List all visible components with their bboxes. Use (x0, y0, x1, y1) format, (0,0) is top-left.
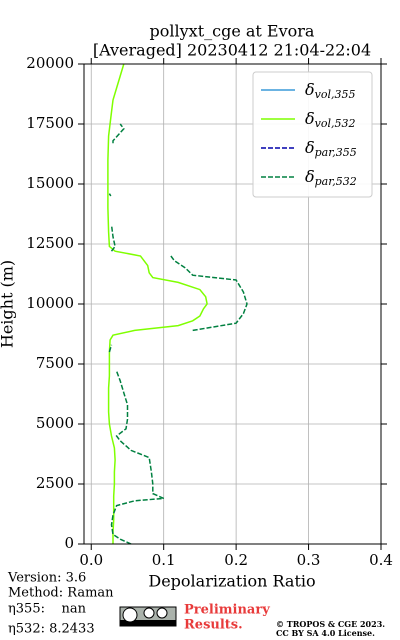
legend-label: δpar,355 (305, 138, 357, 160)
y-tick-label: 17500 (26, 114, 74, 132)
x-tick-label: 0.1 (152, 551, 176, 569)
x-axis-label: Depolarization Ratio (148, 572, 315, 591)
legend-box (252, 71, 373, 198)
legend-label: δpar,532 (305, 167, 357, 189)
preliminary-note: Preliminary (184, 603, 270, 618)
chart-title: pollyxt_cge at Evora (150, 22, 315, 41)
footer-text: Method: Raman (8, 586, 114, 601)
data-line (107, 63, 208, 544)
y-tick-label: 20000 (26, 54, 74, 72)
y-tick-label: 7500 (36, 354, 74, 372)
copyright: CC BY SA 4.0 License. (276, 628, 375, 638)
x-tick-label: 0.4 (369, 551, 393, 569)
y-tick-label: 0 (64, 534, 74, 552)
x-tick-label: 0.0 (79, 551, 103, 569)
footer-text: η355: nan (8, 602, 87, 617)
data-line (108, 123, 248, 545)
y-tick-label: 15000 (26, 174, 74, 192)
footer-text: Version: 3.6 (7, 571, 86, 586)
chart-subtitle: [Averaged] 20230412 21:04-22:04 (93, 41, 371, 60)
y-tick-label: 2500 (36, 474, 74, 492)
y-tick-label: 10000 (26, 294, 74, 312)
x-tick-label: 0.3 (297, 551, 321, 569)
legend-label: δvol,355 (305, 80, 356, 102)
copyright: © TROPOS & CGE 2023. (276, 619, 385, 629)
x-tick-label: 0.2 (224, 551, 248, 569)
preliminary-note: Results. (184, 618, 243, 633)
y-axis-label: Height (m) (0, 260, 17, 348)
legend-label: δvol,532 (305, 109, 356, 131)
plot-frame (83, 63, 382, 545)
y-tick-label: 12500 (26, 234, 74, 252)
y-tick-label: 5000 (36, 414, 74, 432)
footer-text: η532: 8.2433 (8, 622, 95, 637)
license-badge (119, 606, 177, 627)
